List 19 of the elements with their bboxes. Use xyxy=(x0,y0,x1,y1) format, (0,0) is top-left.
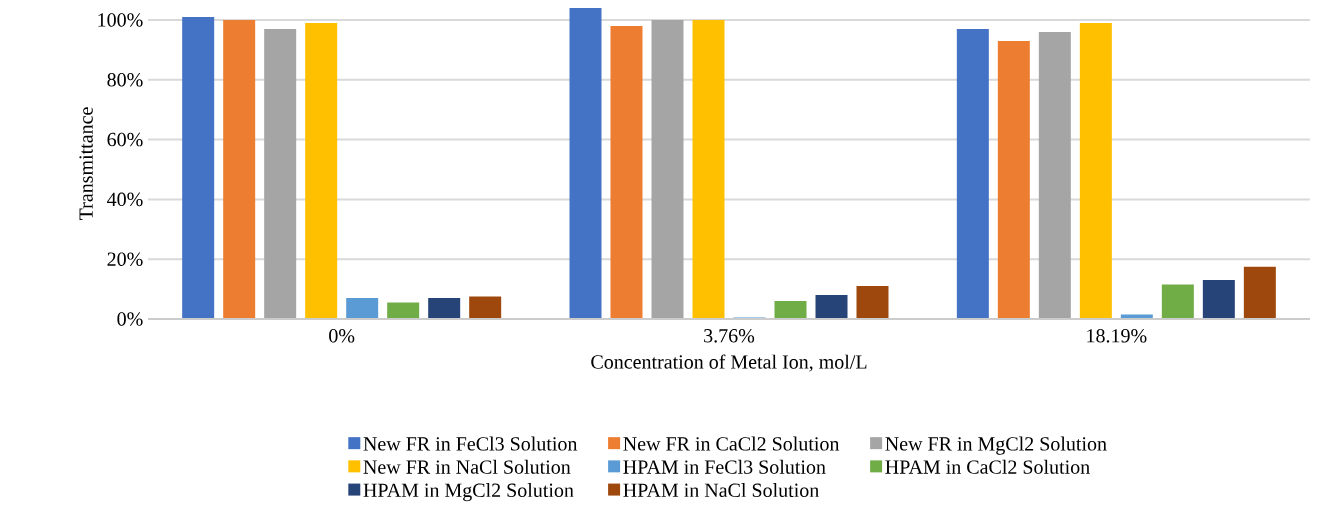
y-tick-label: 40% xyxy=(107,192,143,207)
x-axis-title: Concentration of Metal Ion, mol/L xyxy=(591,354,867,372)
legend-label: New FR in MgCl2 Solution xyxy=(885,436,1107,455)
legend-label: New FR in FeCl3 Solution xyxy=(363,436,578,451)
legend-label: HPAM in NaCl Solution xyxy=(623,482,819,498)
y-tick-label: 100% xyxy=(98,13,143,27)
y-tick-label: 0% xyxy=(117,312,143,326)
x-tick-label: 0% xyxy=(329,329,355,343)
legend-label: HPAM in FeCl3 Solution xyxy=(623,459,826,474)
x-tick-label: 3.76% xyxy=(704,329,755,343)
y-tick-label: 60% xyxy=(107,132,143,147)
legend-label: HPAM in MgCl2 Solution xyxy=(363,482,574,502)
x-tick-label: 18.19% xyxy=(1087,329,1147,343)
legend-label: HPAM in CaCl2 Solution xyxy=(885,459,1090,474)
y-axis-title: Transmittance xyxy=(79,107,93,220)
legend-label: New FR in NaCl Solution xyxy=(363,459,571,474)
y-tick-label: 20% xyxy=(107,252,143,266)
y-tick-label: 80% xyxy=(107,72,143,87)
legend-label: New FR in CaCl2 Solution xyxy=(623,436,840,451)
